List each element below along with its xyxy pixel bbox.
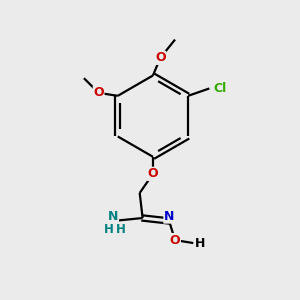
Text: H: H xyxy=(195,236,205,250)
Text: O: O xyxy=(93,86,104,99)
Text: N: N xyxy=(108,210,119,223)
Text: H: H xyxy=(116,223,125,236)
Text: N: N xyxy=(164,210,174,223)
Text: Cl: Cl xyxy=(214,82,227,95)
Text: O: O xyxy=(170,234,180,247)
Text: O: O xyxy=(155,51,166,64)
Text: O: O xyxy=(148,167,158,180)
Text: H: H xyxy=(104,223,114,236)
